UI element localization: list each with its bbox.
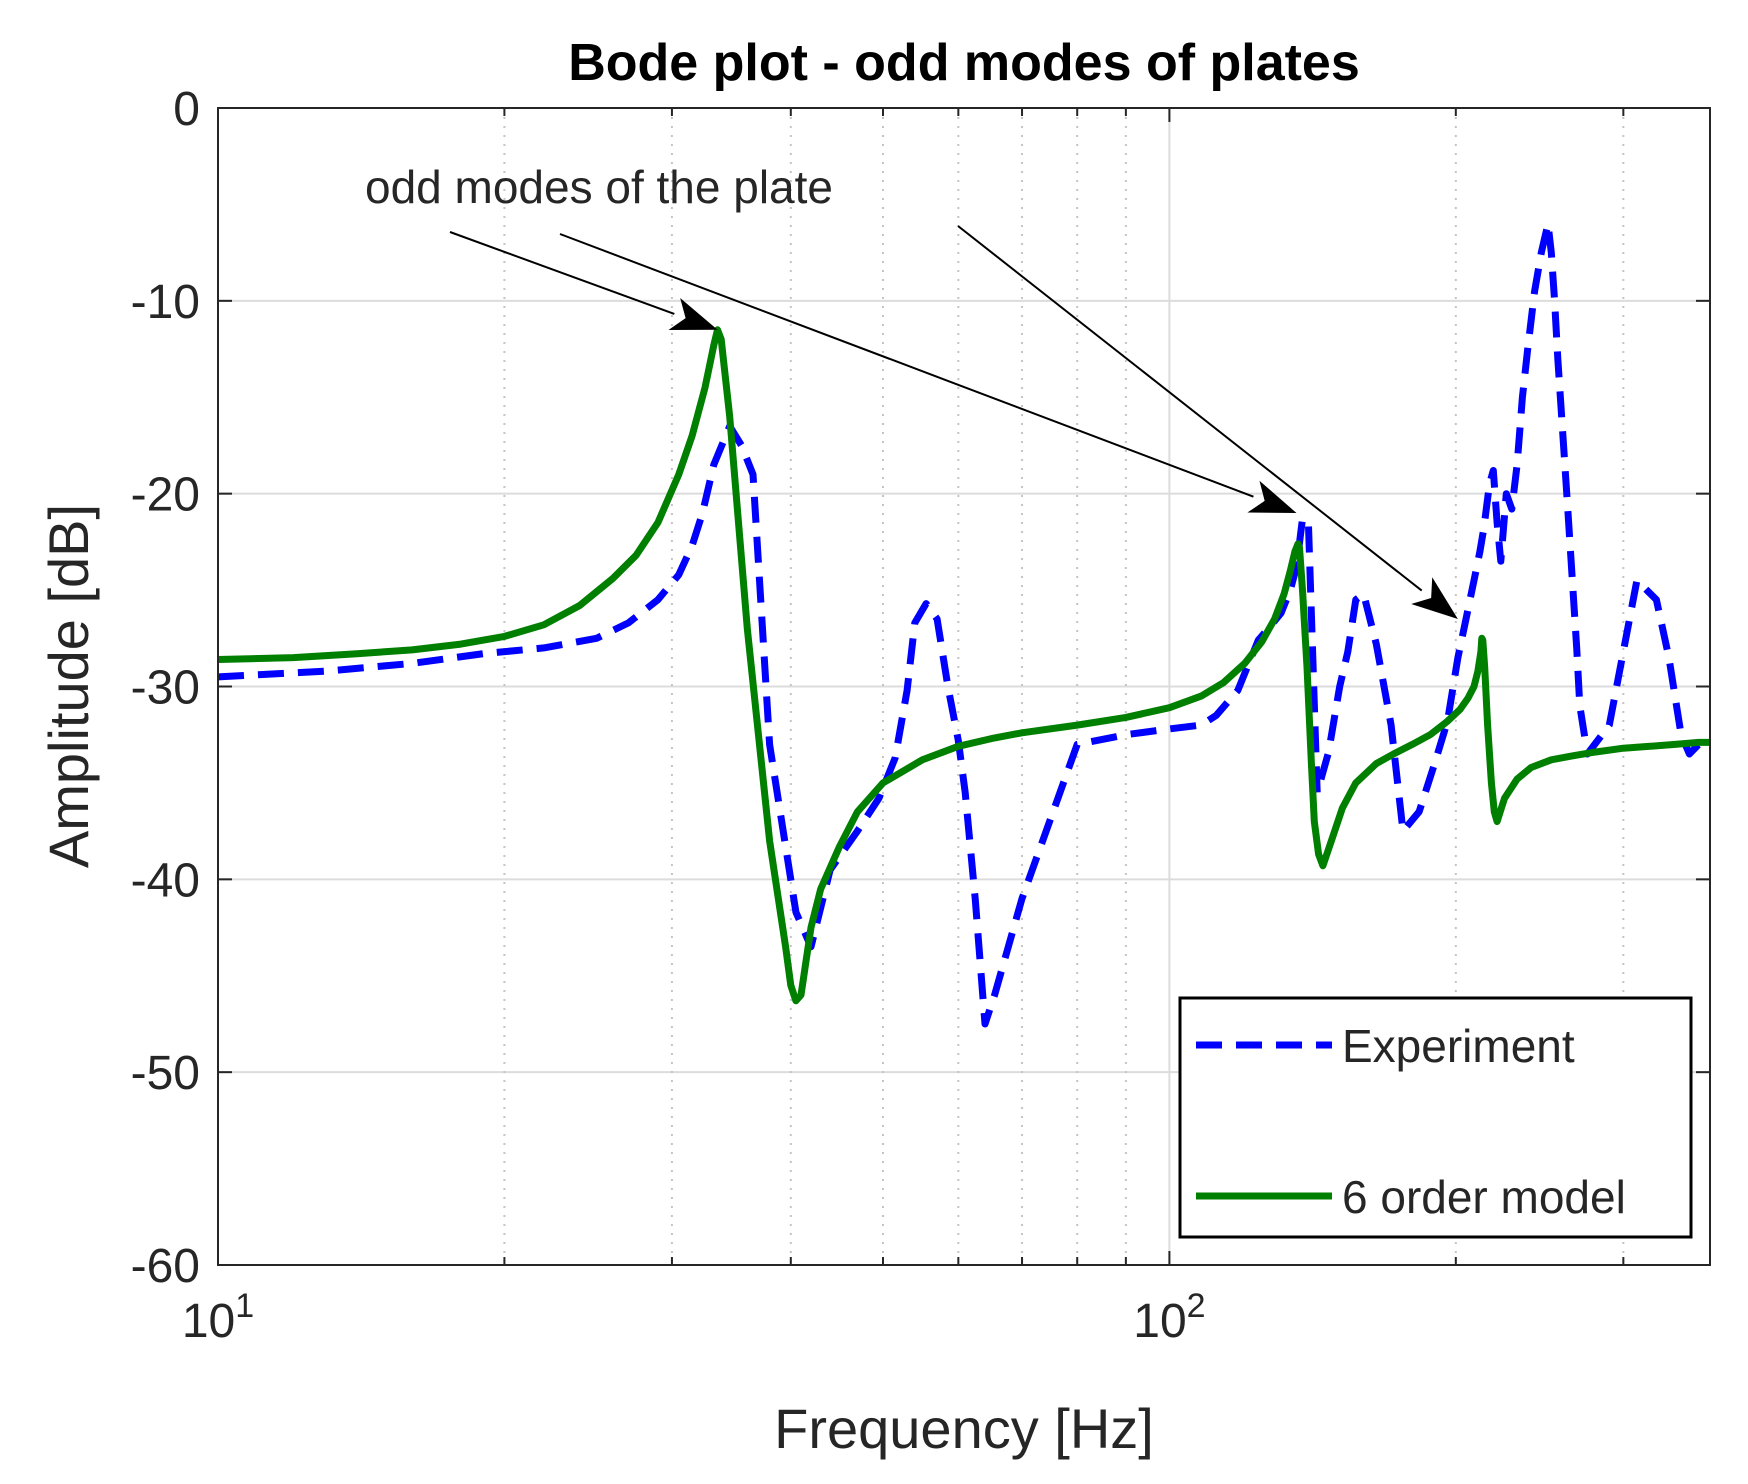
- chart-title: Bode plot - odd modes of plates: [568, 34, 1360, 92]
- series-line-6-order-model: [218, 326, 1710, 1005]
- annotation-arrow-head: [668, 298, 718, 330]
- annotation-arrow-head: [1411, 577, 1458, 620]
- annotation-arrow-line: [449, 231, 675, 315]
- y-tick-label: 0: [173, 83, 200, 136]
- annotation-arrow-line: [559, 233, 1254, 498]
- y-tick-label: -40: [131, 854, 200, 907]
- y-tick-label: -60: [131, 1240, 200, 1293]
- annotation-arrow-head: [1247, 480, 1297, 513]
- series-line-experiment: [218, 220, 1710, 1028]
- annotation-arrow-line: [957, 225, 1423, 592]
- y-tick-label: -20: [131, 469, 200, 522]
- y-tick-label: -50: [131, 1047, 200, 1100]
- annotation-layer: [449, 225, 1458, 620]
- legend-label-model: 6 order model: [1342, 1171, 1626, 1223]
- annotation-text: odd modes of the plate: [365, 161, 833, 213]
- y-axis-label: Amplitude [dB]: [37, 504, 100, 868]
- y-tick-label: -10: [131, 276, 200, 329]
- legend: Experiment 6 order model: [1178, 996, 1693, 1239]
- series-layer: [218, 220, 1710, 1028]
- x-axis-label: Frequency [Hz]: [774, 1397, 1154, 1460]
- y-tick-label: -30: [131, 662, 200, 715]
- legend-label-experiment: Experiment: [1342, 1020, 1575, 1072]
